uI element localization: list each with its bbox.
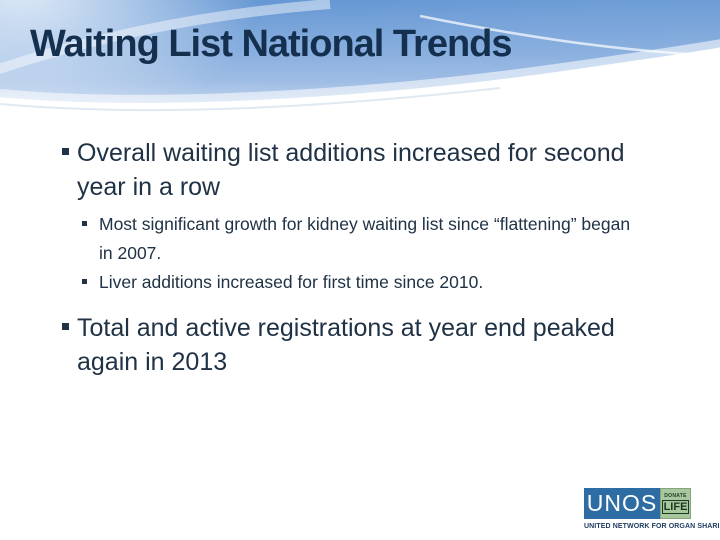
bullet-square-icon [62, 148, 69, 155]
sub-bullet-item: Most significant growth for kidney waiti… [82, 210, 642, 268]
unos-logo: UNOS DONATE LIFE ® UNITED NETWORK FOR OR… [584, 488, 720, 530]
sub-bullet-text: Liver additions increased for first time… [99, 272, 484, 292]
unos-tagline: UNITED NETWORK FOR ORGAN SHARING [584, 523, 720, 530]
bullet-item: Total and active registrations at year e… [62, 311, 642, 379]
unos-logo-row: UNOS DONATE LIFE ® [584, 488, 720, 519]
slide-title: Waiting List National Trends [30, 23, 513, 65]
bullet-square-icon [82, 279, 87, 284]
life-label: LIFE [661, 500, 690, 514]
slide-body: Overall waiting list additions increased… [62, 136, 642, 379]
header-swoosh-background [0, 0, 720, 240]
bullet-square-icon [82, 221, 87, 226]
sub-bullet-item: Liver additions increased for first time… [82, 268, 642, 297]
unos-wordmark: UNOS [584, 488, 660, 519]
sub-bullet-list: Most significant growth for kidney waiti… [82, 210, 642, 297]
donate-life-badge: DONATE LIFE [660, 488, 691, 519]
donate-label: DONATE [664, 493, 687, 499]
sub-bullet-text: Most significant growth for kidney waiti… [99, 214, 631, 263]
bullet-square-icon [62, 323, 69, 330]
bullet-text: Overall waiting list additions increased… [77, 139, 625, 201]
bullet-item: Overall waiting list additions increased… [62, 136, 642, 204]
bullet-text: Total and active registrations at year e… [77, 314, 615, 376]
